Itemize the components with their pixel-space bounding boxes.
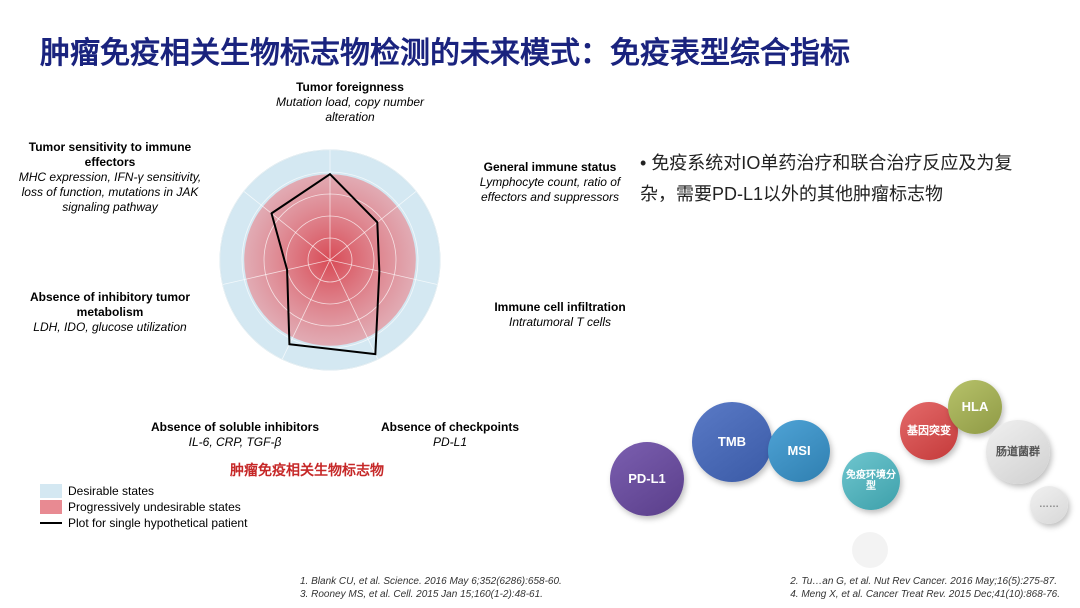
radar-chart: Tumor foreignnessMutation load, copy num… (40, 90, 620, 530)
axis-label-6: Tumor sensitivity to immune effectorsMHC… (10, 140, 210, 215)
bubble-0: PD-L1 (610, 442, 684, 516)
bullet-text: 免疫系统对IO单药治疗和联合治疗反应及为复杂，需要PD-L1以外的其他肿瘤标志物 (640, 148, 1040, 209)
radar-svg (180, 110, 480, 410)
ref-2: 2. Tu…an G, et al. Nut Rev Cancer. 2016 … (790, 576, 1060, 587)
legend-swatch-undesirable (40, 500, 62, 514)
watermark: 肺癌多学科会诊 (852, 532, 1050, 568)
bubble-3: 免疫环境分型 (842, 452, 900, 510)
ref-3: 3. Rooney MS, et al. Cell. 2015 Jan 15;1… (300, 589, 562, 600)
bubble-6: 肠道菌群 (986, 420, 1050, 484)
legend-swatch-desirable (40, 484, 62, 498)
ref-4: 4. Meng X, et al. Cancer Treat Rev. 2015… (790, 589, 1060, 600)
biomarker-bubbles: PD-L1TMBMSI免疫环境分型基因突变HLA肠道菌群…… (610, 380, 1070, 540)
axis-label-5: Absence of inhibitory tumor metabolismLD… (10, 290, 210, 335)
legend-undesirable: Progressively undesirable states (68, 500, 241, 514)
axis-label-3: Absence of checkpointsPD-L1 (370, 420, 530, 450)
axis-label-2: Immune cell infiltrationIntratumoral T c… (485, 300, 635, 330)
bubble-7: …… (1030, 486, 1068, 524)
axis-label-1: General immune statusLymphocyte count, r… (470, 160, 630, 205)
legend-desirable: Desirable states (68, 484, 154, 498)
watermark-text: 肺癌多学科会诊 (896, 534, 1050, 566)
bubble-1: TMB (692, 402, 772, 482)
legend-plot: Plot for single hypothetical patient (68, 516, 247, 530)
radar-legend: Desirable states Progressively undesirab… (40, 482, 247, 530)
axis-label-0: Tumor foreignnessMutation load, copy num… (260, 80, 440, 125)
page-title: 肿瘤免疫相关生物标志物检测的未来模式：免疫表型综合指标 (0, 0, 1080, 82)
references: 1. Blank CU, et al. Science. 2016 May 6;… (300, 576, 1060, 600)
ref-1: 1. Blank CU, et al. Science. 2016 May 6;… (300, 576, 562, 587)
bubble-2: MSI (768, 420, 830, 482)
legend-line-icon (40, 522, 62, 524)
watermark-icon (852, 532, 888, 568)
red-sublabel: 肿瘤免疫相关生物标志物 (230, 460, 384, 480)
bubble-5: HLA (948, 380, 1002, 434)
axis-label-4: Absence of soluble inhibitorsIL-6, CRP, … (150, 420, 320, 450)
